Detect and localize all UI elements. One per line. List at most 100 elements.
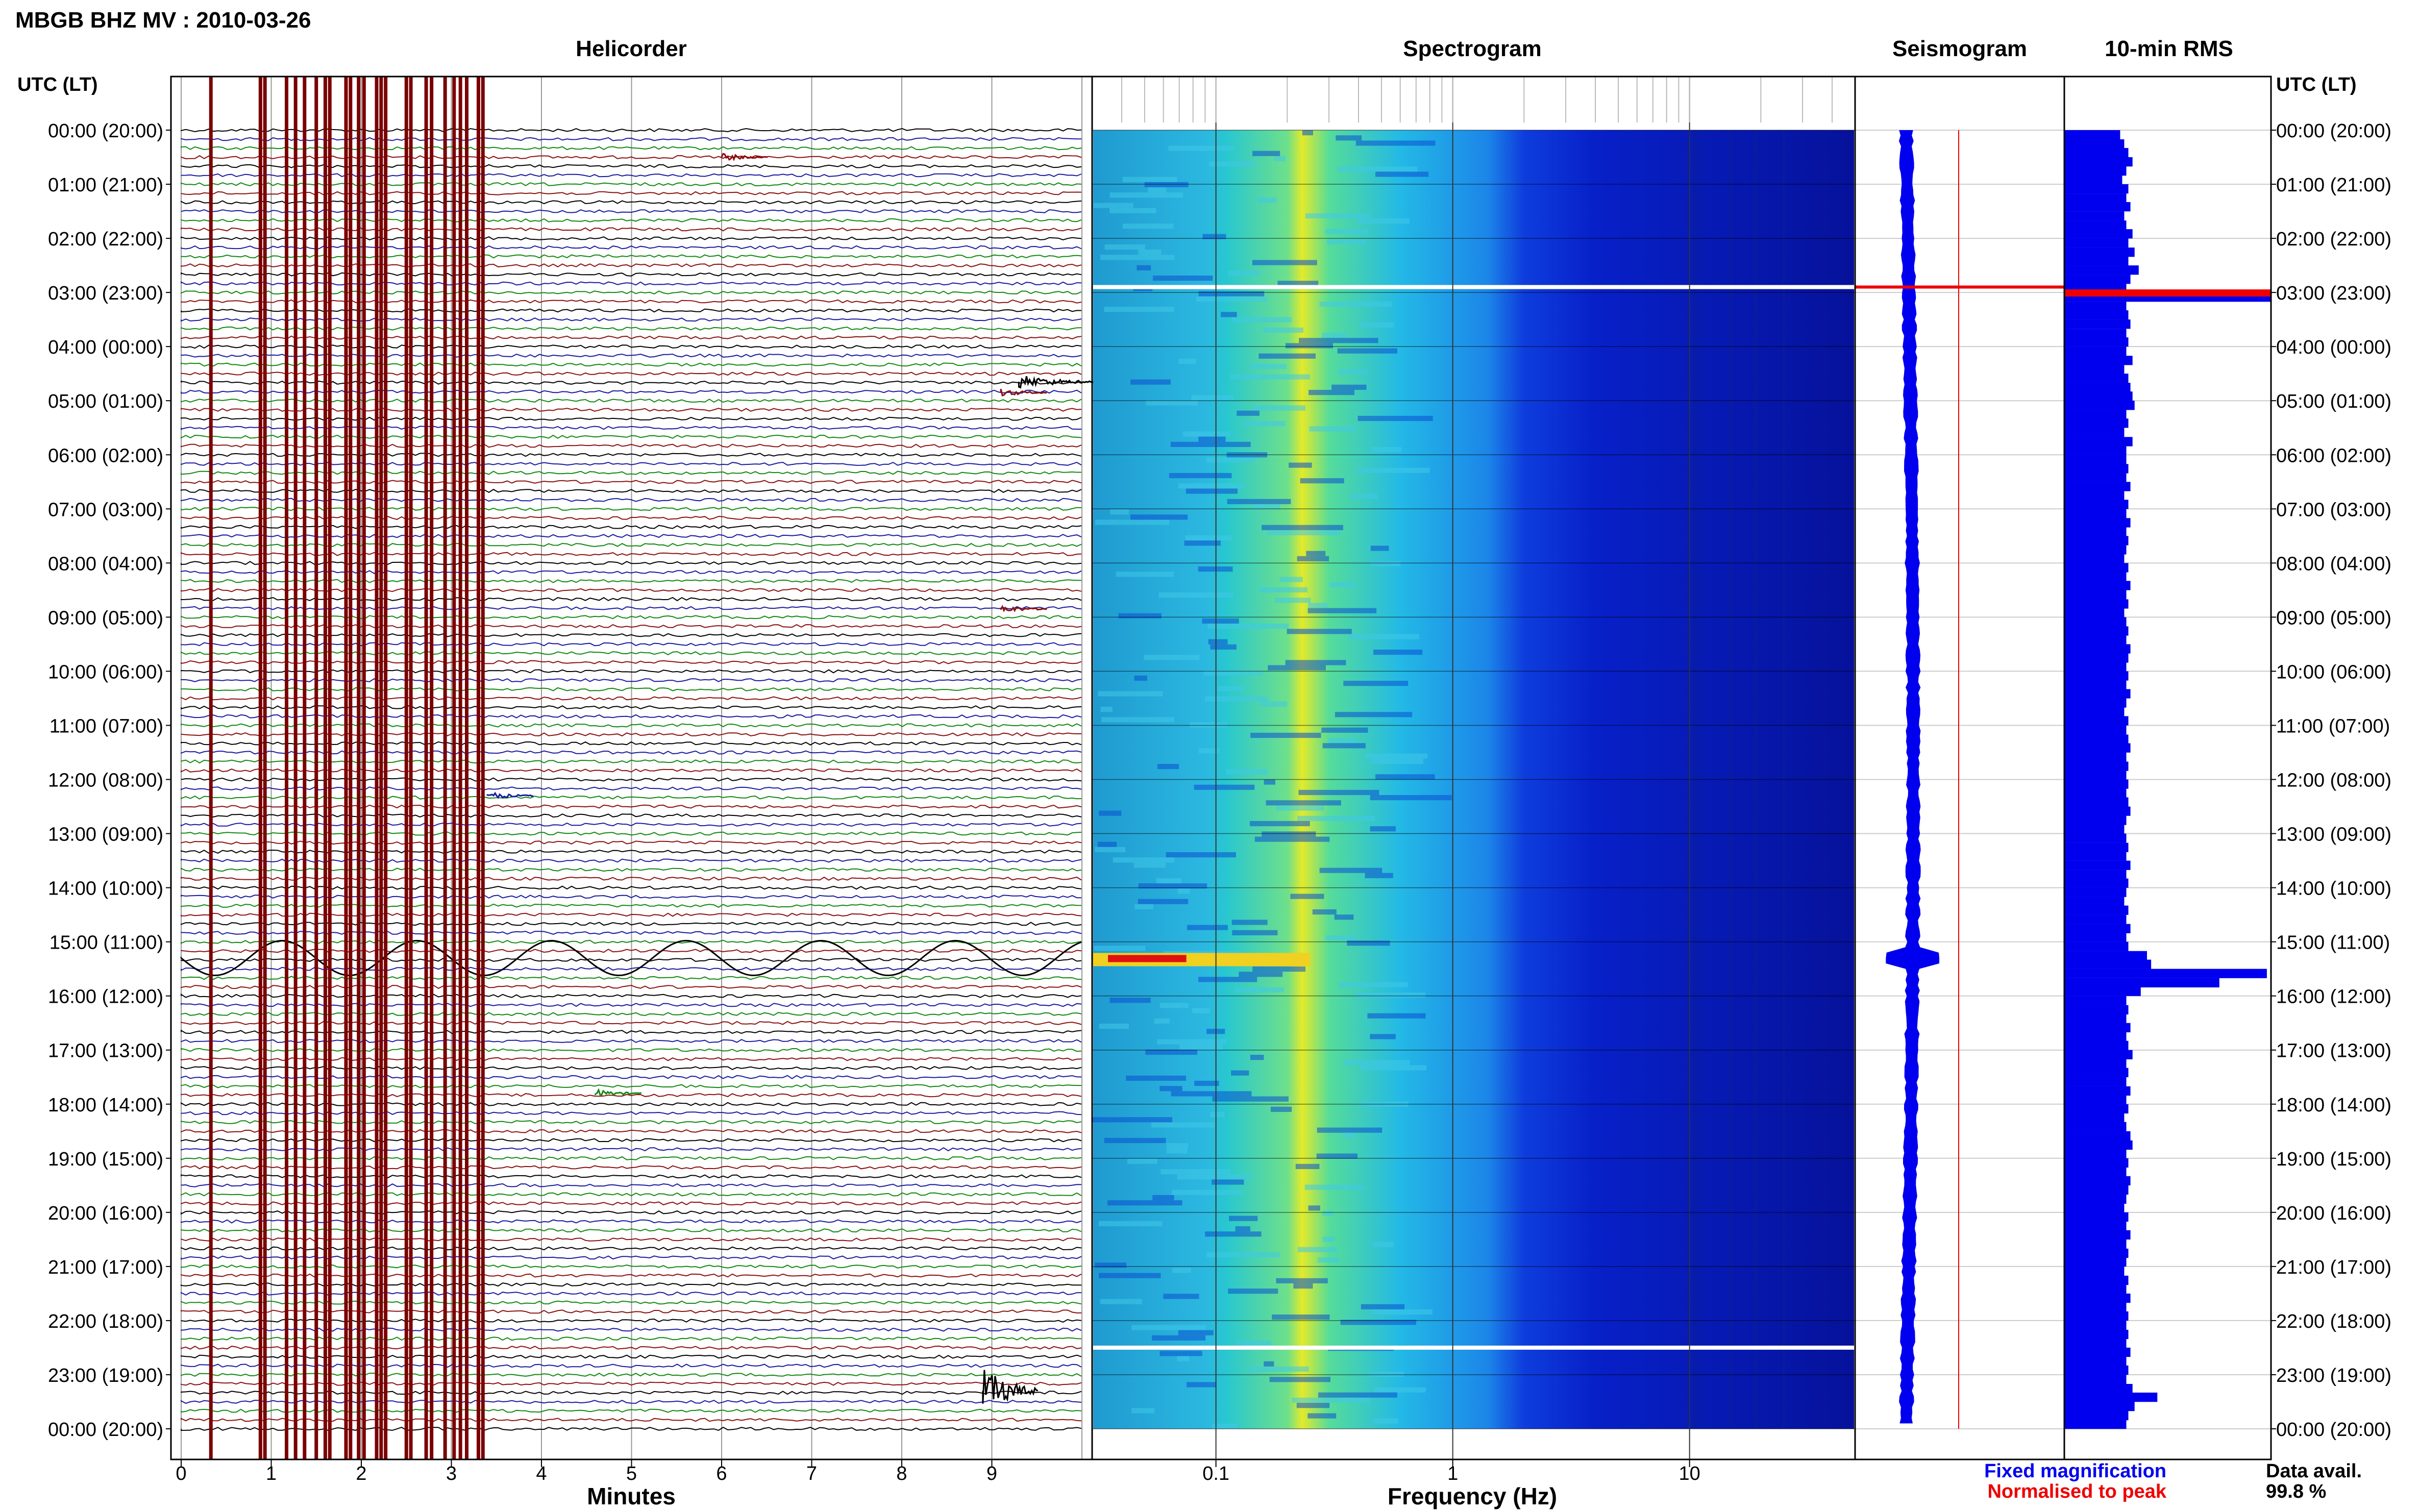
spectrogram-texture-band: [1290, 894, 1324, 899]
helicorder-trace: [181, 335, 1082, 340]
spectrogram-texture-band: [1275, 805, 1324, 811]
rms-bar: [2064, 1375, 2127, 1384]
spectrogram-texture-band: [1192, 1008, 1210, 1013]
spectrogram-texture-band: [1113, 857, 1175, 863]
spectrogram-texture-band: [1360, 322, 1394, 328]
helicorder-event: [982, 1370, 1039, 1404]
time-label-left: 10:00 (06:00): [48, 661, 163, 683]
helicorder-trace: [181, 1201, 1082, 1206]
helicorder-trace: [181, 344, 1082, 349]
helicorder-trace: [181, 1318, 1082, 1323]
helicorder-trace: [181, 741, 1082, 746]
rms-panel: [2064, 130, 2271, 1429]
spectrogram-texture-band: [1157, 764, 1179, 770]
spectrogram-texture-band: [1334, 914, 1354, 920]
x-axes: 0 1 2 3 4 5 6 7 8 9 0.1 1 10: [176, 1459, 1700, 1484]
spectrogram-texture-band: [1335, 712, 1413, 717]
helicorder-trace: [181, 786, 1082, 791]
minute-tick-label: 7: [806, 1463, 817, 1484]
helicorder-trace: [181, 1003, 1082, 1007]
helicorder-trace: [181, 1291, 1082, 1296]
spectrogram-texture-band: [1228, 270, 1260, 276]
helicorder-trace: [181, 1372, 1082, 1377]
helicorder-trace: [181, 1210, 1082, 1215]
helicorder-trace: [181, 1246, 1082, 1251]
spectrogram-texture-band: [1226, 769, 1268, 775]
spectrogram-texture-band: [1104, 307, 1174, 312]
panel-title-helicorder: Helicorder: [576, 36, 687, 61]
spectrogram-texture-band: [1252, 405, 1306, 411]
spectrogram-texture-band: [1279, 577, 1303, 582]
panel-title-seismogram: Seismogram: [1892, 36, 2027, 61]
spectrogram-texture-band: [1158, 592, 1233, 598]
helicorder-trace: [181, 1029, 1082, 1034]
spectrogram-texture-band: [1295, 1163, 1320, 1169]
spectrogram-texture-band: [1231, 920, 1268, 925]
helicorder-trace: [181, 1228, 1082, 1233]
helicorder-trace: [181, 173, 1082, 178]
helicorder-trace: [181, 1273, 1082, 1278]
spectrogram-texture-band: [1356, 992, 1426, 998]
rms-bar: [2064, 860, 2131, 870]
time-label-right: 08:00 (04:00): [2276, 553, 2391, 575]
spectrogram-texture-band: [1268, 665, 1326, 671]
time-label-left: 03:00 (23:00): [48, 283, 163, 304]
helicorder-trace: [181, 245, 1082, 250]
helicorder-event: [721, 153, 768, 161]
rms-bar: [2064, 725, 2127, 735]
spectrogram-texture-band: [1371, 447, 1402, 453]
spectrogram-texture-band: [1296, 1403, 1330, 1408]
helicorder-trace: [181, 362, 1082, 367]
helicorder-trace: [181, 606, 1082, 610]
helicorder-trace: [181, 849, 1082, 854]
rms-bar: [2064, 401, 2135, 410]
spectrogram-texture-band: [1357, 218, 1410, 224]
helicorder-trace: [181, 1426, 1082, 1431]
spectrogram-texture-band: [1186, 488, 1238, 494]
spectrogram-texture-band: [1375, 774, 1435, 780]
helicorder-trace: [181, 552, 1082, 556]
spectrogram-texture-band: [1187, 925, 1228, 930]
helicorder-trace: [181, 858, 1082, 863]
spectrogram-texture-band: [1235, 1226, 1250, 1232]
spectrogram-texture-band: [1178, 358, 1196, 364]
spectrogram-texture-band: [1095, 519, 1170, 525]
helicorder-trace: [181, 768, 1082, 773]
spectrogram-texture-band: [1199, 748, 1220, 754]
spectrogram-texture-band: [1098, 841, 1117, 847]
helicorder-trace: [181, 453, 1082, 457]
helicorder-trace: [181, 597, 1082, 602]
rms-bar: [2064, 924, 2131, 933]
spectrogram-texture-band: [1198, 436, 1226, 442]
rms-bar: [2064, 1248, 2129, 1258]
rms-bar: [2064, 157, 2133, 167]
spectrogram-texture-band: [1210, 1112, 1225, 1118]
spectrogram-texture-band: [1107, 1200, 1182, 1206]
time-label-left: 00:00 (20:00): [48, 120, 163, 142]
rms-bar: [2064, 445, 2127, 455]
spectrogram-texture-band: [1264, 1361, 1274, 1367]
spectrogram-texture-band: [1099, 1273, 1161, 1278]
spectrogram-texture-band: [1152, 1335, 1206, 1341]
rms-bar: [2064, 870, 2127, 879]
helicorder-trace: [181, 426, 1081, 430]
helicorder-trace: [181, 1345, 1082, 1350]
spectrogram-texture-band: [1297, 1247, 1337, 1252]
helicorder-trace: [181, 515, 1082, 520]
rms-bar: [2064, 581, 2131, 590]
spectrogram-texture-band: [1304, 1184, 1364, 1190]
spectrogram-texture-band: [1336, 135, 1362, 141]
spectrogram-texture-band: [1196, 296, 1267, 302]
rms-bar: [2064, 1176, 2131, 1186]
rms-bar: [2064, 184, 2129, 194]
spectrogram-texture-band: [1350, 493, 1377, 499]
helicorder-trace: [181, 1147, 1082, 1152]
spectrogram-texture-band: [1228, 1288, 1278, 1294]
spectrogram-texture-band: [1178, 1330, 1214, 1335]
helicorder-event: [1000, 605, 1047, 612]
helicorder-trace: [181, 1300, 1082, 1305]
spectrogram-texture-band: [1153, 276, 1213, 281]
helicorder-trace: [181, 696, 1082, 701]
chart-title: MBGB BHZ MV : 2010-03-26: [15, 8, 311, 33]
time-label-left: 23:00 (19:00): [48, 1365, 163, 1386]
